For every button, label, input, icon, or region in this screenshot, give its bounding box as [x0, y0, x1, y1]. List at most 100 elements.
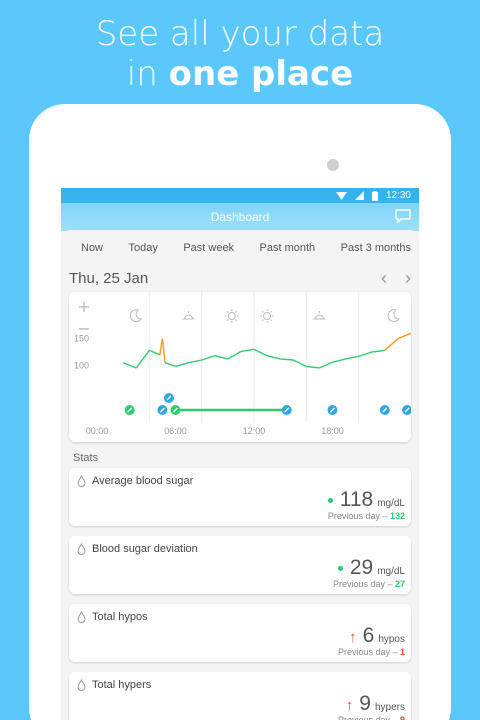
glucose-chart-card: + − 100 150 00:00 06:00 12:00 18:00 — [69, 292, 411, 442]
stat-card[interactable]: Blood sugar deviation 29 mg/dL Previous day… — [69, 536, 411, 594]
stat-title-text: Total hypers — [92, 679, 152, 691]
stat-previous: Previous day – 132 — [328, 511, 405, 521]
stat-unit: hypos — [378, 634, 405, 645]
stat-value-row: 29 mg/dL — [337, 556, 405, 580]
stat-value: 9 — [359, 692, 371, 715]
headline-prefix: in — [126, 54, 169, 94]
date-nav: Thu, 25 Jan ‹ › — [61, 254, 419, 289]
stat-title: Total hypos — [77, 611, 148, 623]
camera-dot — [327, 159, 339, 171]
sun-ray — [261, 319, 264, 322]
headline: See all your data in one place — [0, 14, 480, 94]
sun-ray — [261, 310, 264, 313]
status-dot-icon — [337, 565, 343, 571]
arrow-up-icon: ↑ — [345, 697, 354, 714]
sun-ray — [270, 310, 273, 313]
glucose-line-segment — [227, 350, 242, 360]
event-marker-glyph — [382, 407, 388, 413]
tab-today[interactable]: Today — [128, 242, 158, 254]
zoom-out-button[interactable]: − — [77, 319, 90, 338]
event-marker-glyph — [173, 407, 178, 413]
glucose-line-segment — [397, 332, 411, 340]
headline-line2: in one place — [0, 54, 480, 94]
glucose-line-segment — [280, 358, 294, 361]
stat-card[interactable]: Total hypers ↑ 9 hypers Previous day – 9 — [69, 672, 411, 720]
x-tick-label: 00:00 — [86, 426, 109, 436]
stat-previous: Previous day – 1 — [338, 647, 405, 657]
stat-previous-label: Previous day – — [332, 579, 395, 589]
glucose-line-segment — [214, 355, 228, 360]
glucose-line-segment — [240, 348, 255, 353]
glucose-line-segment — [164, 362, 176, 368]
glucose-line-segment — [332, 358, 346, 363]
stat-value-row: ↑ 9 hypers — [346, 692, 405, 716]
event-marker-glyph — [166, 395, 172, 401]
sunrise-icon — [182, 314, 195, 320]
zoom-in-button[interactable]: + — [77, 297, 90, 316]
stat-title-text: Average blood sugar — [92, 475, 194, 487]
app-title: Dashboard — [210, 210, 270, 224]
stat-previous-value: 132 — [389, 511, 405, 521]
tab-past-week[interactable]: Past week — [183, 242, 235, 254]
x-tick-label: 06:00 — [164, 426, 187, 436]
stat-card[interactable]: Total hypos ↑ 6 hypos Previous day – 1 — [69, 604, 411, 662]
event-marker-glyph — [159, 407, 165, 413]
stat-previous-label: Previous day – — [327, 511, 390, 521]
x-tick-label: 12:00 — [243, 426, 266, 436]
tab-now[interactable]: Now — [81, 242, 104, 254]
glucose-line-segment — [266, 355, 281, 360]
glucose-line-segment — [175, 361, 189, 368]
glucose-line-segment — [345, 355, 359, 360]
y-tick-label: 100 — [74, 360, 89, 370]
stat-title: Average blood sugar — [77, 475, 193, 487]
stat-title-text: Total hypos — [92, 611, 148, 623]
sunset-icon — [313, 314, 326, 320]
dashboard-sheet: Now Today Past week Past month Past 3 mo… — [61, 230, 419, 720]
stat-unit: mg/dL — [377, 566, 405, 577]
glucose-line-segment — [135, 349, 150, 369]
tab-past-3-months[interactable]: Past 3 months — [340, 242, 411, 254]
stat-previous-value: 27 — [394, 579, 405, 589]
glucose-line-segment — [358, 351, 372, 357]
event-marker-glyph — [127, 407, 133, 413]
stat-title: Total hypers — [77, 679, 151, 691]
status-dot-icon — [327, 497, 333, 503]
headline-line1: See all your data — [95, 14, 385, 54]
glucose-line-segment — [149, 349, 161, 356]
glucose-line-segment — [161, 338, 166, 363]
glucose-line-segment — [371, 349, 385, 353]
stat-previous-value: 9 — [399, 715, 405, 720]
prev-day-button[interactable]: ‹ — [381, 268, 387, 288]
battery-icon — [371, 190, 378, 201]
drop-icon — [77, 679, 86, 691]
sun-ray — [226, 319, 229, 322]
event-marker-glyph — [284, 407, 290, 413]
glucose-line-segment — [159, 338, 164, 355]
glucose-line-segment — [384, 338, 399, 351]
stats-label: Stats — [73, 452, 99, 464]
glucose-line-segment — [306, 365, 320, 369]
glucose-line-segment — [201, 355, 215, 361]
x-tick-label: 18:00 — [321, 426, 344, 436]
stat-card[interactable]: Average blood sugar 118 mg/dL Previous day … — [69, 468, 411, 526]
chat-icon[interactable] — [395, 209, 411, 223]
sun-ray — [270, 319, 273, 322]
glucose-line-segment — [319, 361, 333, 369]
glucose-line-segment — [188, 359, 202, 364]
stat-title-text: Blood sugar deviation — [92, 543, 198, 555]
stat-previous-label: Previous day – — [337, 647, 400, 657]
stat-previous: Previous day – 27 — [333, 579, 405, 589]
next-day-button[interactable]: › — [405, 268, 411, 288]
stat-value: 118 — [339, 488, 374, 511]
event-marker-glyph — [404, 407, 410, 413]
stat-previous-label: Previous day – — [337, 715, 400, 720]
wifi-icon — [335, 192, 347, 200]
stat-unit: mg/dL — [377, 498, 405, 509]
stat-previous-value: 1 — [399, 647, 405, 657]
glucose-line-segment — [122, 362, 137, 369]
tab-past-month[interactable]: Past month — [259, 242, 316, 254]
current-date: Thu, 25 Jan — [69, 270, 149, 287]
stat-value: 6 — [362, 624, 375, 647]
stat-value: 29 — [349, 556, 374, 579]
headline-bold: one place — [168, 54, 354, 94]
